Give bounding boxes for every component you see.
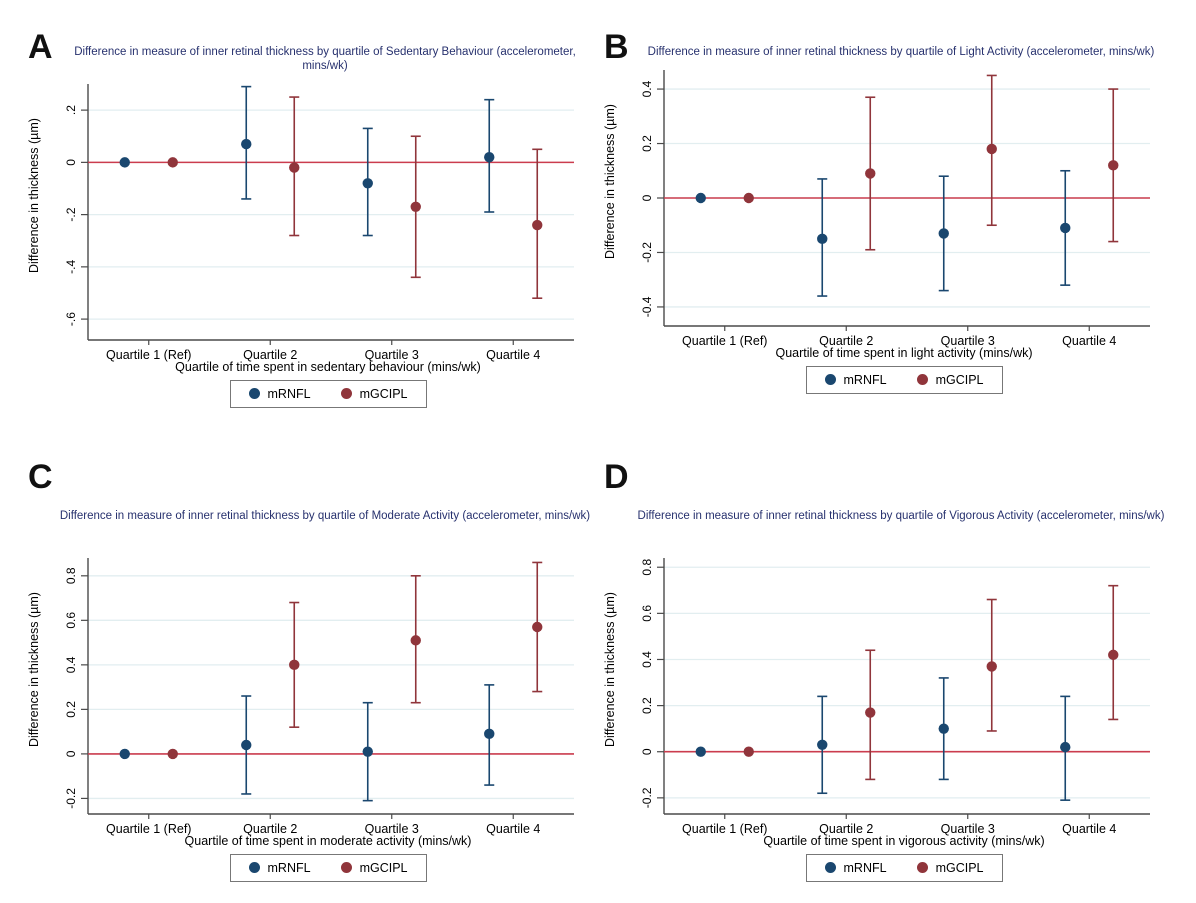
svg-text:0.2: 0.2 <box>640 135 654 152</box>
legend-item: mGCIPL <box>340 386 408 401</box>
svg-text:0.8: 0.8 <box>640 558 654 575</box>
panel-a: A Difference in measure of inner retinal… <box>24 30 592 408</box>
svg-text:Quartile 3: Quartile 3 <box>941 822 995 836</box>
svg-text:-.2: -.2 <box>64 207 78 221</box>
plot-wrap: Difference in thickness (µm) .2 0 -.2 -.4 -.… <box>27 76 592 366</box>
legend-label: mRNFL <box>843 860 887 875</box>
svg-text:-0.2: -0.2 <box>64 788 78 809</box>
panel-letter: D <box>604 458 629 496</box>
svg-text:Quartile 2: Quartile 2 <box>819 822 873 836</box>
plot-canvas: 0.4 0.2 0 -0.2 -0.4 Quartile 1 (Ref) Quartile … <box>640 69 1150 348</box>
svg-text:0: 0 <box>64 158 78 165</box>
svg-text:0.8: 0.8 <box>64 567 78 584</box>
svg-text:Quartile 2: Quartile 2 <box>819 334 873 348</box>
svg-text:0: 0 <box>640 748 654 755</box>
panel-title: Difference in measure of inner retinal t… <box>647 46 1155 58</box>
legend-label: mGCIPL <box>935 372 984 387</box>
svg-text:.2: .2 <box>64 104 78 114</box>
svg-text:Quartile 4: Quartile 4 <box>1062 334 1116 348</box>
mgcipl-marker-icon <box>340 388 352 400</box>
y-axis-label: Difference in thickness (µm) <box>603 592 617 748</box>
legend: mRNFL mGCIPL <box>229 853 427 882</box>
legend-item: mRNFL <box>824 372 887 387</box>
svg-text:0.6: 0.6 <box>640 604 654 621</box>
legend-item: mGCIPL <box>916 860 984 875</box>
x-axis-label: Quartile of time spent in sedentary beha… <box>175 359 481 374</box>
y-axis-label: Difference in thickness (µm) <box>27 118 41 274</box>
svg-text:0.4: 0.4 <box>64 656 78 673</box>
svg-text:Quartile 4: Quartile 4 <box>486 348 540 362</box>
legend-label: mGCIPL <box>359 386 408 401</box>
x-axis-label: Quartile of time spent in vigorous activ… <box>763 833 1045 848</box>
svg-text:0.2: 0.2 <box>64 701 78 718</box>
plot-wrap: Difference in thickness (µm) 0.8 0.6 0.4 0.… <box>27 550 592 840</box>
mrnfl-marker-icon <box>248 388 260 400</box>
svg-text:-.4: -.4 <box>64 259 78 273</box>
panel-title: Difference in measure of inner retinal t… <box>59 510 591 522</box>
svg-text:Quartile 1 (Ref): Quartile 1 (Ref) <box>106 822 191 836</box>
legend-item: mGCIPL <box>340 860 408 875</box>
legend-label: mRNFL <box>267 386 311 401</box>
svg-text:Quartile 1 (Ref): Quartile 1 (Ref) <box>106 348 191 362</box>
legend-row: mRNFL mGCIPL <box>24 853 592 882</box>
svg-text:-0.2: -0.2 <box>640 242 654 263</box>
svg-text:-.6: -.6 <box>64 311 78 325</box>
panel-title: Difference in measure of inner retinal t… <box>637 510 1165 522</box>
svg-text:Quartile 2: Quartile 2 <box>243 822 297 836</box>
svg-text:-0.4: -0.4 <box>640 296 654 317</box>
x-axis-label: Quartile of time spent in moderate activ… <box>184 833 472 848</box>
svg-text:Quartile 4: Quartile 4 <box>486 822 540 836</box>
legend-label: mRNFL <box>267 860 311 875</box>
mrnfl-marker-icon <box>248 862 260 874</box>
plot-wrap: Difference in thickness (µm) 0.4 0.2 0 -0.2… <box>603 62 1168 352</box>
legend-row: mRNFL mGCIPL <box>600 853 1168 882</box>
legend: mRNFL mGCIPL <box>805 365 1003 394</box>
svg-text:Quartile 4: Quartile 4 <box>1062 822 1116 836</box>
x-axis-label: Quartile of time spent in light activity… <box>775 345 1033 360</box>
plot-wrap: Difference in thickness (µm) 0.8 0.6 0.4 0.… <box>603 550 1168 840</box>
mgcipl-marker-icon <box>916 862 928 874</box>
legend-label: mRNFL <box>843 372 887 387</box>
panel-b: B Difference in measure of inner retinal… <box>600 30 1168 394</box>
plot-canvas: 0.8 0.6 0.4 0.2 0 -0.2 Quartile 1 (Ref) Quartil… <box>64 557 574 836</box>
svg-text:0.2: 0.2 <box>640 697 654 714</box>
plot-canvas: .2 0 -.2 -.4 -.6 Quartile 1 (Ref) Quartile 2 Qu… <box>64 83 574 362</box>
legend-row: mRNFL mGCIPL <box>24 379 592 408</box>
svg-text:Quartile 3: Quartile 3 <box>365 348 419 362</box>
panel-letter: A <box>28 28 53 66</box>
legend-label: mGCIPL <box>359 860 408 875</box>
mgcipl-marker-icon <box>340 862 352 874</box>
panel-title: Difference in measure of inner retinal t… <box>74 46 576 72</box>
legend-item: mRNFL <box>248 860 311 875</box>
mgcipl-marker-icon <box>916 374 928 386</box>
legend: mRNFL mGCIPL <box>805 853 1003 882</box>
mrnfl-marker-icon <box>824 374 836 386</box>
svg-text:0.4: 0.4 <box>640 651 654 668</box>
svg-text:0: 0 <box>640 194 654 201</box>
legend-item: mRNFL <box>824 860 887 875</box>
panel-letter: C <box>28 458 53 496</box>
svg-text:Quartile 3: Quartile 3 <box>941 334 995 348</box>
svg-text:Quartile 1 (Ref): Quartile 1 (Ref) <box>682 822 767 836</box>
legend-row: mRNFL mGCIPL <box>600 365 1168 394</box>
mrnfl-marker-icon <box>824 862 836 874</box>
svg-text:0: 0 <box>64 750 78 757</box>
plot-canvas: 0.8 0.6 0.4 0.2 0 -0.2 Quartile 1 (Ref) Quartil… <box>640 557 1150 836</box>
svg-text:Quartile 3: Quartile 3 <box>365 822 419 836</box>
y-axis-label: Difference in thickness (µm) <box>27 592 41 748</box>
panel-letter: B <box>604 28 629 66</box>
legend: mRNFL mGCIPL <box>229 379 427 408</box>
y-axis-label: Difference in thickness (µm) <box>603 104 617 260</box>
panel-c: C Difference in measure of inner retinal… <box>24 460 592 882</box>
svg-text:Quartile 2: Quartile 2 <box>243 348 297 362</box>
svg-text:Quartile 1 (Ref): Quartile 1 (Ref) <box>682 334 767 348</box>
legend-label: mGCIPL <box>935 860 984 875</box>
svg-text:0.4: 0.4 <box>640 80 654 97</box>
svg-text:0.6: 0.6 <box>64 611 78 628</box>
panel-d: D Difference in measure of inner retinal… <box>600 460 1168 882</box>
legend-item: mRNFL <box>248 386 311 401</box>
legend-item: mGCIPL <box>916 372 984 387</box>
svg-text:-0.2: -0.2 <box>640 787 654 808</box>
